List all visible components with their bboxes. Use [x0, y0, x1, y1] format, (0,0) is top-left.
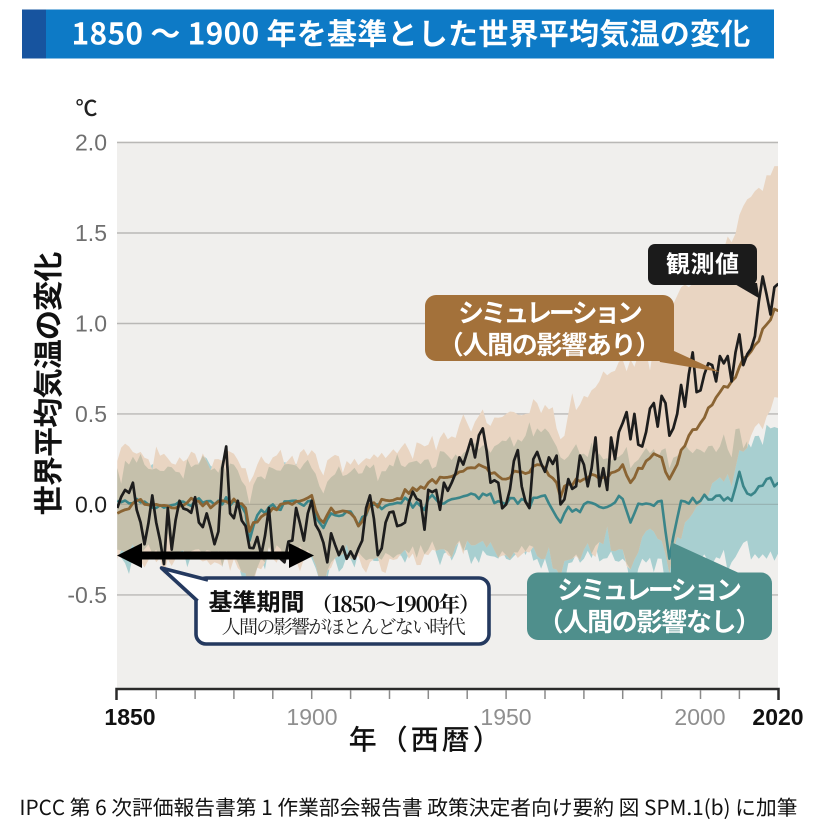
svg-text:2000: 2000: [674, 704, 725, 730]
svg-text:2.0: 2.0: [75, 130, 107, 156]
svg-text:2020: 2020: [752, 704, 803, 730]
svg-text:0.0: 0.0: [75, 491, 107, 517]
svg-text:1.5: 1.5: [75, 220, 107, 246]
svg-text:0.5: 0.5: [75, 401, 107, 427]
svg-text:1850: 1850: [104, 704, 155, 730]
svg-text:1.0: 1.0: [75, 311, 107, 337]
svg-text:-0.5: -0.5: [67, 582, 107, 608]
svg-text:1900: 1900: [286, 704, 337, 730]
svg-text:1950: 1950: [480, 704, 531, 730]
